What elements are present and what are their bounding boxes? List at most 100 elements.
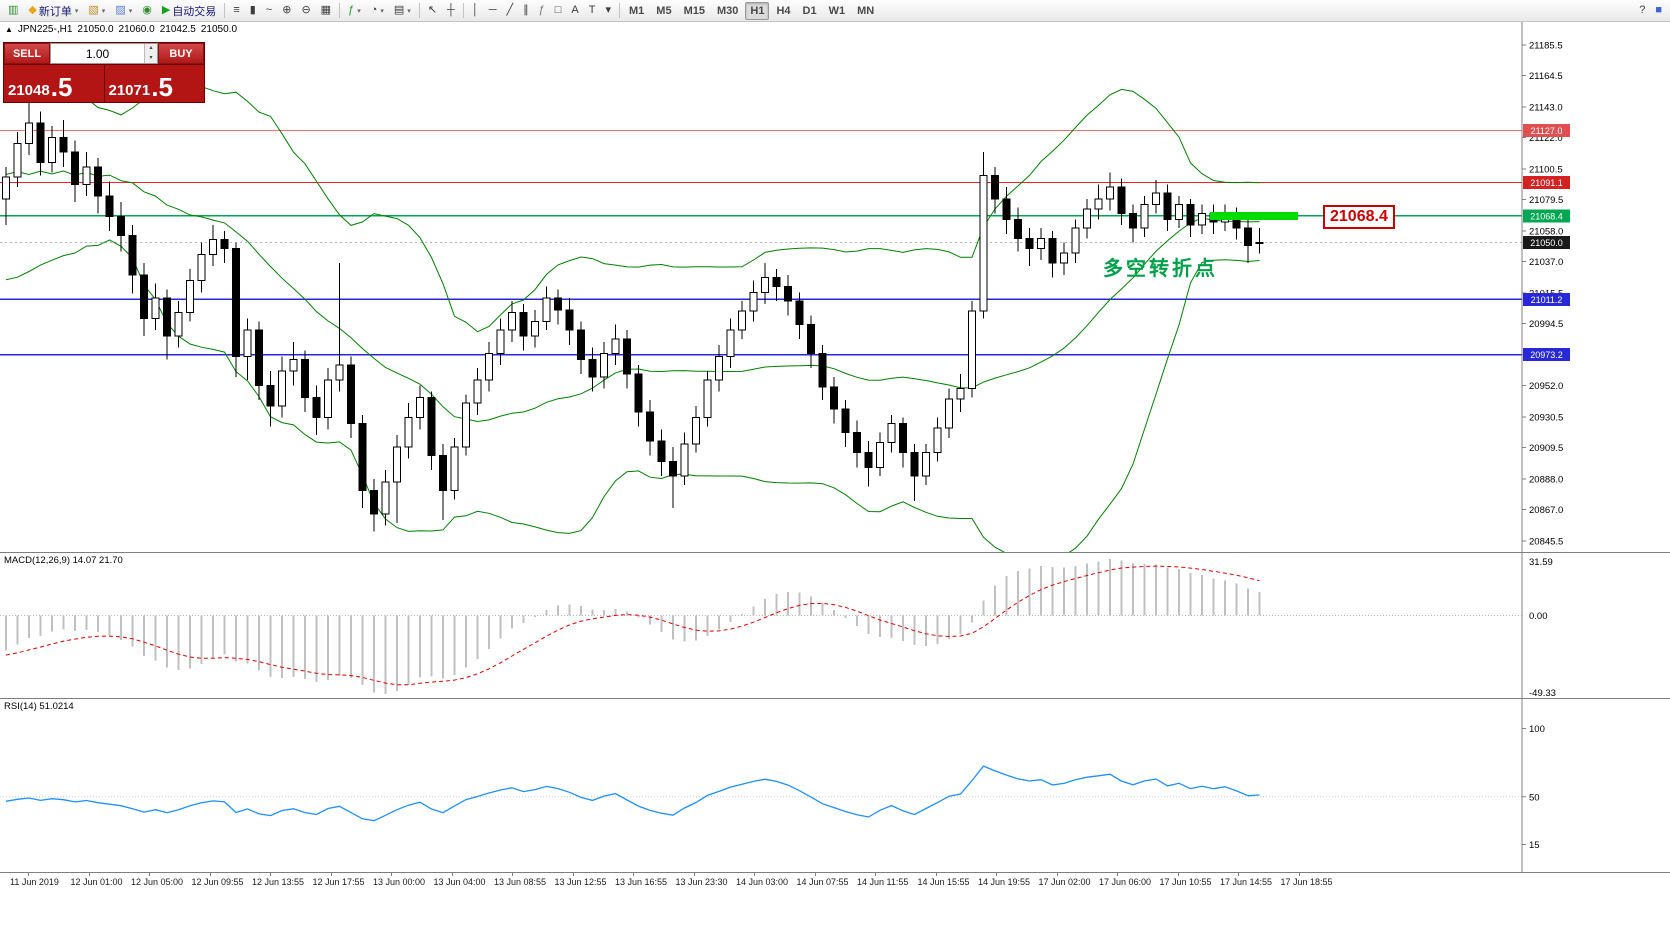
new-order-button[interactable]: ◆ 新订单 ▾ bbox=[24, 2, 82, 20]
price-axis-badge-label: 21068.4 bbox=[1530, 211, 1563, 221]
candle-body bbox=[519, 312, 528, 337]
price-axis-badge bbox=[1523, 292, 1570, 306]
bollinger-upper-band[interactable] bbox=[5, 65, 1260, 333]
help-button[interactable]: ? bbox=[1635, 2, 1649, 20]
fibonacci-button[interactable]: ƒ bbox=[535, 2, 549, 20]
timeframe-w1-button[interactable]: W1 bbox=[824, 2, 851, 20]
bid-price[interactable]: 21048.5 bbox=[4, 65, 104, 102]
new-chart-button[interactable]: ▧ ▾ bbox=[84, 2, 109, 20]
time-axis-tick bbox=[391, 873, 392, 876]
candle-body bbox=[600, 353, 608, 378]
profiles-button[interactable]: ▨ ▾ bbox=[111, 2, 136, 20]
timeframe-m5-button[interactable]: M5 bbox=[651, 2, 676, 20]
terminal-chart-button[interactable]: ▥ bbox=[4, 2, 22, 20]
periods-button[interactable]: ◔ ▾ bbox=[367, 2, 388, 20]
bollinger-middle-band[interactable] bbox=[5, 170, 1260, 423]
candle-body bbox=[266, 385, 275, 407]
channel-button[interactable]: ∥ bbox=[519, 2, 533, 20]
zoom-in-button[interactable]: ⊕ bbox=[278, 2, 295, 20]
vertical-line-button[interactable]: │ bbox=[468, 2, 483, 20]
candle-body bbox=[404, 417, 413, 448]
timeframe-m1-button[interactable]: M1 bbox=[624, 2, 649, 20]
timeframe-d1-button[interactable]: D1 bbox=[798, 2, 822, 20]
collapse-arrow-icon[interactable]: ▲ bbox=[5, 25, 13, 34]
highlight-segment[interactable] bbox=[1210, 211, 1298, 220]
volume-up-button[interactable]: ▴ bbox=[145, 44, 157, 54]
rsi-canvas[interactable]: 100 50 15 bbox=[0, 699, 1670, 873]
timeframe-h4-button[interactable]: H4 bbox=[771, 2, 795, 20]
open-value: 21050.0 bbox=[77, 24, 114, 35]
macd-indicator-panel[interactable]: 31.59 0.00 -49.33 MACD(12,26,9) 14.07 21.7… bbox=[0, 552, 1670, 699]
toolbar: ▥ ◆ 新订单 ▾ ▧ ▾ ▨ ▾ ◉ ▶ 自动交易 ≡ ▮ ~ ⊕ ⊖ ▦ ƒ ▾ ◔ ▾ ▤ ▾ ↖ ┼ │ ─ ╱ ∥ ƒ □ A T ▾ M… bbox=[0, 0, 1670, 22]
price-tick-label: 21079.5 bbox=[1529, 195, 1563, 206]
line-chart-type-button[interactable]: ~ bbox=[262, 2, 276, 20]
community-button[interactable]: ◉ bbox=[138, 2, 156, 20]
cursor-button[interactable]: ↖ bbox=[424, 2, 441, 20]
templates-button-dropdown-icon[interactable]: ▾ bbox=[407, 7, 411, 15]
price-tick-label: 21164.5 bbox=[1529, 71, 1563, 82]
timeframe-h1-button[interactable]: H1 bbox=[745, 1, 770, 20]
new-order-button-dropdown-icon[interactable]: ▾ bbox=[74, 7, 79, 15]
high-value: 21060.0 bbox=[118, 24, 155, 35]
candle-body bbox=[186, 280, 194, 314]
price-callout-box[interactable]: 21068.4 bbox=[1323, 205, 1395, 229]
toolbar-separator bbox=[619, 3, 621, 18]
bollinger-lower-band[interactable] bbox=[5, 239, 1260, 552]
bar-chart-type-button[interactable]: ≡ bbox=[229, 2, 243, 20]
arrows-dropdown-button[interactable]: ▾ bbox=[601, 2, 615, 20]
candle-body bbox=[922, 452, 930, 477]
macd-signal-line[interactable] bbox=[5, 565, 1260, 686]
rsi-axis-label: 50 bbox=[1529, 792, 1540, 803]
crosshair-button[interactable]: ┼ bbox=[443, 2, 459, 20]
indicators-button-dropdown-icon[interactable]: ▾ bbox=[357, 7, 361, 15]
templates-button[interactable]: ▤ ▾ bbox=[390, 2, 415, 20]
candle-body bbox=[853, 431, 861, 454]
price-axis-badge bbox=[1523, 123, 1570, 137]
buy-button[interactable]: BUY bbox=[158, 43, 204, 64]
time-axis-label: 14 Jun 19:55 bbox=[978, 877, 1031, 887]
ask-price[interactable]: 21071.5 bbox=[103, 65, 204, 102]
price-chart-panel[interactable]: 21185.5 21164.5 21143.0 21122.0 21100.5 21079… bbox=[0, 22, 1670, 552]
candle-body bbox=[473, 379, 482, 404]
time-axis-label: 13 Jun 23:30 bbox=[675, 877, 728, 887]
timeframe-m15-button[interactable]: M15 bbox=[679, 2, 710, 20]
volume-spin-buttons: ▴ ▾ bbox=[144, 44, 157, 63]
timeframe-mn-button[interactable]: MN bbox=[852, 2, 879, 20]
volume-stepper[interactable]: ▴ ▾ bbox=[50, 43, 158, 64]
volume-down-button[interactable]: ▾ bbox=[145, 53, 157, 63]
trendline-button[interactable]: ╱ bbox=[503, 2, 518, 20]
terminal-chart-button-icon: ▥ bbox=[8, 4, 19, 16]
new-chart-button-dropdown-icon[interactable]: ▾ bbox=[101, 7, 106, 15]
zoom-out-button[interactable]: ⊖ bbox=[297, 2, 314, 20]
volume-input[interactable] bbox=[51, 44, 144, 63]
text-button[interactable]: A bbox=[567, 2, 582, 20]
candle-body bbox=[611, 338, 620, 355]
timeframe-m30-button[interactable]: M30 bbox=[712, 2, 743, 20]
candle-body bbox=[1048, 237, 1057, 264]
channel-button-icon: ∥ bbox=[523, 4, 529, 16]
rsi-line[interactable] bbox=[5, 765, 1260, 822]
sell-button[interactable]: SELL bbox=[4, 43, 50, 64]
tile-windows-button[interactable]: ▦ bbox=[317, 2, 335, 20]
autotrading-button[interactable]: ▶ 自动交易 bbox=[158, 2, 220, 20]
macd-canvas[interactable]: 31.59 0.00 -49.33 bbox=[0, 553, 1670, 699]
time-axis[interactable]: 11 Jun 2019 12 Jun 01:00 12 Jun 05:00 12 Ju… bbox=[0, 872, 1670, 890]
candle-body bbox=[220, 239, 229, 250]
community-button-icon: ◉ bbox=[142, 4, 152, 16]
shapes-button[interactable]: □ bbox=[551, 2, 566, 20]
horizontal-line-button[interactable]: ─ bbox=[485, 2, 501, 20]
text-label-button[interactable]: T bbox=[585, 2, 600, 20]
docked-chart-button-icon: ■ bbox=[1655, 4, 1662, 16]
docked-chart-button[interactable]: ■ bbox=[1651, 2, 1666, 20]
profiles-button-dropdown-icon[interactable]: ▾ bbox=[128, 7, 133, 15]
candle-body bbox=[945, 398, 953, 429]
indicators-button[interactable]: ƒ ▾ bbox=[344, 2, 365, 20]
candle-body bbox=[462, 402, 470, 448]
candlestick-type-button[interactable]: ▮ bbox=[246, 2, 260, 20]
time-axis-tick bbox=[875, 873, 876, 876]
candle-body bbox=[968, 310, 976, 390]
chart-text-annotation[interactable]: 多空转折点 bbox=[1103, 258, 1218, 280]
rsi-indicator-panel[interactable]: 100 50 15 RSI(14) 51.0214 bbox=[0, 698, 1670, 873]
periods-button-dropdown-icon[interactable]: ▾ bbox=[380, 7, 384, 15]
price-chart-canvas[interactable]: 21185.5 21164.5 21143.0 21122.0 21100.5 21079… bbox=[0, 22, 1670, 552]
